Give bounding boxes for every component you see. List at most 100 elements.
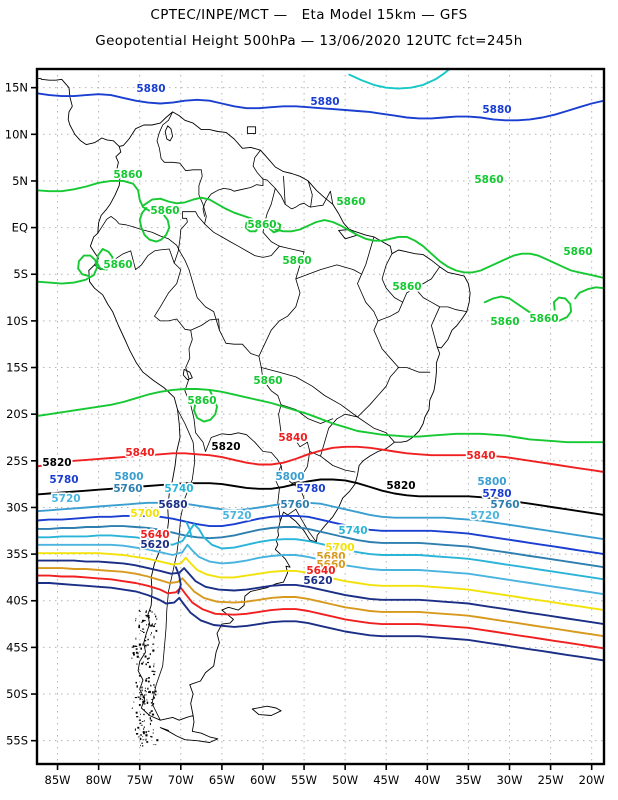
island-speckle — [146, 644, 149, 646]
island-speckle — [153, 665, 155, 668]
contour-label-halo: 5780 — [296, 483, 325, 495]
y-axis-tick-label: 20S — [6, 407, 28, 421]
island-speckle — [148, 665, 151, 668]
contour-line-5700 — [37, 552, 604, 612]
contour-label: 5860 — [187, 395, 216, 407]
island-speckle — [141, 662, 144, 665]
contour-label-halo: 5880 — [310, 96, 339, 108]
island-speckle — [153, 684, 155, 686]
island-speckle — [135, 711, 138, 714]
island-speckle — [142, 731, 145, 733]
island-speckle — [145, 614, 147, 617]
island-speckle — [144, 690, 146, 692]
island-speckle — [145, 636, 147, 638]
island-speckle — [141, 742, 143, 744]
x-axis-tick-label: 50W — [332, 773, 358, 787]
island-speckle — [151, 736, 153, 738]
contour-label: 5860 — [336, 196, 365, 208]
y-axis-tick-label: 15S — [6, 361, 28, 375]
island-speckle — [149, 717, 151, 720]
contour-label-halo: 5860 — [150, 205, 179, 217]
contour-label: 5640 — [306, 565, 335, 577]
contour-label: 5860 — [282, 255, 311, 267]
island-speckle — [137, 736, 140, 738]
axis-ticks — [31, 86, 593, 770]
island-speckle — [140, 630, 142, 632]
contour-line-5840 — [37, 445, 604, 473]
country-border — [94, 111, 207, 270]
island-speckle — [149, 712, 152, 714]
island-speckle — [135, 618, 137, 620]
island-speckle — [151, 710, 153, 712]
y-axis-tick-label: 10S — [6, 314, 28, 328]
country-border — [287, 482, 305, 516]
island-speckle — [153, 636, 155, 639]
contour-label-halo: 5620 — [303, 575, 332, 587]
contour-label-halo: 5740 — [338, 525, 367, 537]
contour-line-5860 — [37, 388, 604, 444]
contour-label: 5760 — [280, 499, 309, 511]
contour-label-halo: 5860 — [529, 313, 558, 325]
coastline-segment — [145, 42, 195, 62]
coastline-segment — [58, 12, 146, 42]
contour-label-halo: 5860 — [563, 246, 592, 258]
island-speckle — [144, 687, 146, 689]
contour-label: 5700 — [130, 508, 159, 520]
island-speckle — [135, 651, 138, 654]
island-speckle — [156, 739, 159, 742]
island-speckle — [151, 705, 153, 707]
x-axis-tick-label: 25W — [538, 773, 564, 787]
island-speckle — [146, 699, 148, 701]
country-border — [283, 175, 286, 205]
island-speckle — [140, 744, 141, 747]
contour-label-halo: 5840 — [278, 432, 307, 444]
x-axis-tick-label: 20W — [579, 773, 605, 787]
contour-label-halo: 5860 — [187, 395, 216, 407]
island-speckle — [145, 691, 147, 693]
island-speckle — [151, 623, 153, 626]
contour-label: 5680 — [158, 499, 187, 511]
contour-line-5860 — [37, 179, 171, 243]
contour-label-halo: 5680 — [316, 551, 345, 563]
island-speckle — [135, 620, 137, 622]
island-speckle — [149, 653, 151, 656]
island-speckle — [151, 670, 154, 672]
x-axis-tick-label: 65W — [209, 773, 235, 787]
island-speckle — [131, 657, 133, 659]
y-axis-tick-label: 5N — [12, 174, 28, 188]
contour-label-halo: 5860 — [336, 196, 365, 208]
country-border — [381, 253, 404, 303]
coastline-segment — [204, 55, 217, 59]
island-speckle — [136, 733, 139, 735]
contour-line-5780 — [37, 514, 604, 556]
island-speckle — [145, 611, 147, 613]
contour-label: 5860 — [103, 259, 132, 271]
island-speckle — [140, 694, 143, 696]
country-border — [295, 264, 362, 280]
contour-label: 5720 — [222, 510, 251, 522]
island-speckle — [137, 696, 140, 698]
contour-label-halo: 5880 — [482, 104, 511, 116]
island-speckle — [132, 652, 135, 654]
contour-label: 5780 — [482, 488, 511, 500]
island-speckle — [141, 664, 143, 665]
contour-line-5800 — [37, 501, 604, 541]
coastline-segment — [246, 126, 257, 134]
island-speckle — [149, 722, 151, 726]
island-speckle — [134, 697, 137, 699]
island-speckle — [145, 663, 147, 666]
country-border — [97, 216, 181, 253]
x-axis-tick-label: 75W — [127, 773, 153, 787]
island-speckle — [136, 663, 138, 665]
island-speckle — [153, 703, 155, 705]
island-speckle — [140, 695, 142, 697]
country-border — [295, 508, 317, 543]
contour-label: 5860 — [474, 174, 503, 186]
contour-label-halo: 5840 — [466, 450, 495, 462]
island-speckle — [147, 677, 150, 679]
contour-label: 5620 — [140, 539, 169, 551]
island-speckle — [145, 679, 148, 682]
country-border — [357, 367, 431, 418]
island-speckle — [153, 625, 155, 628]
